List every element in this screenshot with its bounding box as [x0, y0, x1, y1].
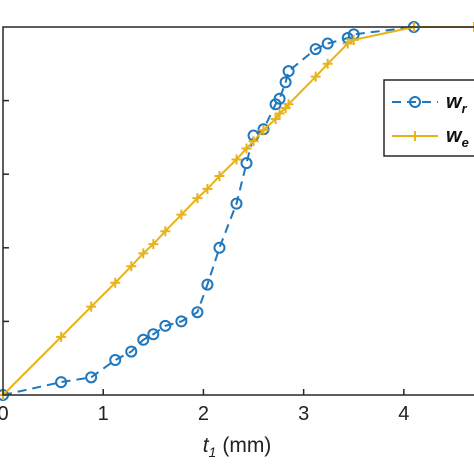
x-axis-label: t1 (mm): [203, 434, 272, 460]
point-r-5: [137, 333, 150, 346]
x-tick-label-4: 4: [398, 403, 409, 425]
point-r-6: [147, 328, 160, 341]
point-r-3: [109, 354, 122, 367]
point-e-17: [274, 108, 285, 119]
point-r-12: [230, 197, 243, 210]
point-e-10: [202, 183, 213, 194]
point-e-8: [176, 209, 187, 220]
series-line-r: [2, 26, 414, 396]
point-e-11: [214, 171, 225, 182]
point-e-2: [86, 301, 97, 312]
point-r-8: [175, 315, 188, 328]
legend-marker-r: [409, 96, 421, 108]
point-r-21: [321, 37, 334, 50]
legend-marker-e: [410, 131, 420, 141]
x-axis-unit: (mm): [222, 434, 271, 457]
point-e-16: [270, 114, 281, 124]
legend-subscript-r: r: [462, 101, 468, 116]
point-r-20: [309, 43, 322, 56]
point-r-9: [191, 306, 204, 319]
point-e-23: [348, 34, 359, 45]
x-tick-labels: 0 1 2 3 4: [0, 403, 409, 425]
point-e-3: [110, 277, 121, 288]
point-r-19: [282, 65, 295, 78]
point-r-11: [213, 241, 226, 254]
point-e-1: [56, 331, 67, 342]
point-e-12: [231, 154, 242, 165]
point-e-13: [241, 143, 252, 154]
point-r-17: [273, 92, 286, 105]
point-e-9: [192, 193, 203, 204]
point-e-7: [160, 226, 171, 237]
legend-subscript-e: e: [462, 135, 469, 150]
point-r-4: [125, 345, 138, 358]
legend-label-e: we: [446, 125, 469, 150]
point-e-5: [138, 248, 149, 259]
point-r-1: [55, 376, 68, 389]
legend-box: [383, 79, 474, 157]
x-axis-symbol: t: [203, 434, 210, 457]
point-e-19: [283, 99, 294, 110]
x-tick-label-2: 2: [198, 403, 209, 425]
legend-symbol-r: w: [446, 91, 463, 113]
point-e-6: [148, 239, 159, 250]
point-e-21: [322, 58, 333, 69]
x-tick-label-0: 0: [0, 403, 9, 425]
point-e-4: [126, 261, 137, 272]
axes-frame: [2, 26, 474, 396]
legend-symbol-e: w: [446, 125, 463, 147]
x-tick-label-1: 1: [98, 403, 109, 425]
point-r-10: [201, 278, 214, 291]
x-axis-subscript: 1: [209, 444, 217, 460]
point-r-13: [240, 157, 253, 170]
point-e-15: [258, 125, 269, 136]
series-line-e: [2, 26, 474, 396]
series-layer: [0, 21, 474, 401]
point-e-22: [342, 38, 353, 49]
point-r-18: [279, 76, 292, 89]
point-e-14: [248, 136, 259, 147]
point-r-2: [85, 371, 98, 384]
x-tick-label-3: 3: [298, 403, 309, 425]
legend-label-r: wr: [446, 91, 468, 116]
point-r-7: [159, 319, 172, 332]
point-e-20: [310, 71, 321, 82]
